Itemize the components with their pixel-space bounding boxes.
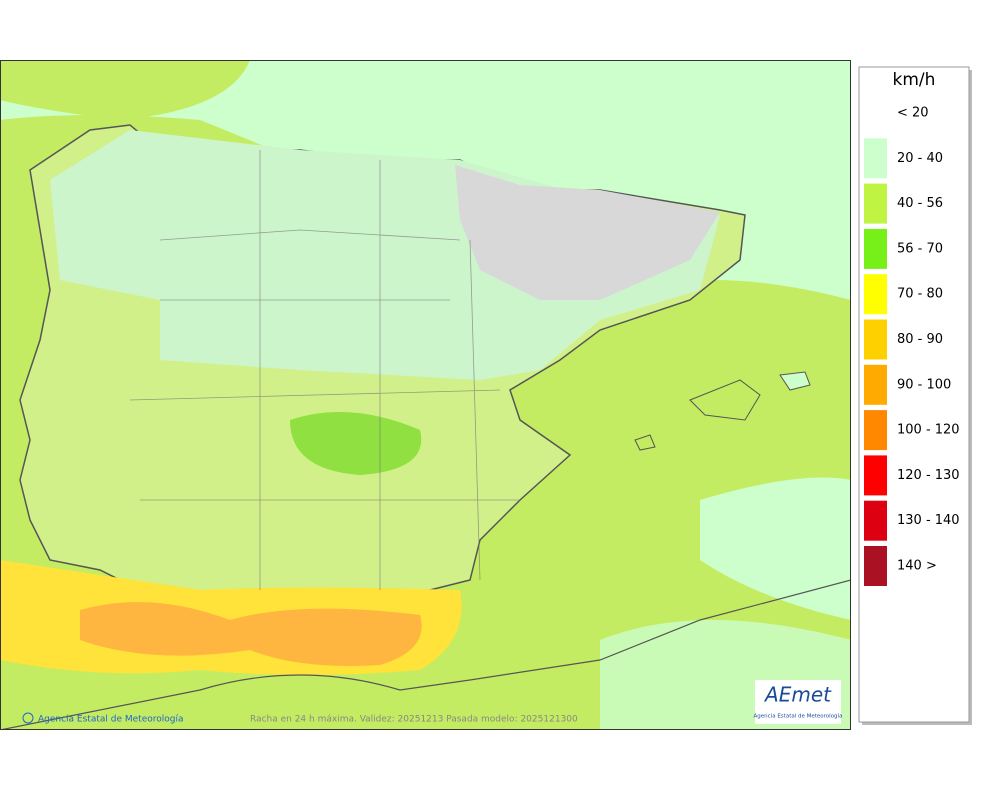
- legend-swatch: [864, 274, 887, 315]
- legend-swatch: [864, 228, 887, 269]
- legend-swatch: [864, 93, 887, 133]
- map-frame: [0, 60, 851, 730]
- legend-label: 80 - 90: [897, 332, 943, 347]
- island: [779, 371, 811, 391]
- legend-swatch: [864, 364, 887, 405]
- map: Agencia Estatal de Meteorología Racha en…: [0, 60, 851, 730]
- legend-swatch: [864, 546, 887, 586]
- legend-label: < 20: [897, 106, 929, 121]
- legend: km/h < 20 20 - 40 40 - 56 56 - 70 70 - 80 80 …: [858, 66, 970, 723]
- legend-swatch: [864, 319, 887, 360]
- legend-label: 70 - 80: [897, 287, 943, 302]
- legend-swatch: [864, 138, 887, 179]
- legend-label: 20 - 40: [897, 151, 943, 166]
- logo-name: AEmet: [763, 683, 832, 707]
- wind-zone: [700, 477, 851, 620]
- legend-swatch: [864, 455, 887, 496]
- legend-label: 90 - 100: [897, 377, 951, 392]
- legend-unit: km/h: [893, 70, 936, 90]
- logo-box: [755, 680, 841, 724]
- copyright-icon: [22, 712, 34, 724]
- borders: [129, 150, 520, 590]
- legend-label: 130 - 140: [897, 513, 960, 528]
- legend-label: 140 >: [897, 559, 937, 574]
- wind-zone: [0, 60, 250, 120]
- legend-swatch: [864, 410, 887, 451]
- copyright: Agencia Estatal de Meteorología: [38, 715, 184, 725]
- legend-label: 40 - 56: [897, 196, 943, 211]
- legend-swatch: [864, 500, 887, 541]
- legend-label: 120 - 130: [897, 468, 960, 483]
- africa-coast: [0, 579, 851, 730]
- legend-label: 100 - 120: [897, 423, 960, 438]
- island: [689, 379, 761, 421]
- wind-zone: [80, 602, 422, 666]
- logo-subtitle: Agencia Estatal de Meteorología: [754, 713, 843, 720]
- pyrenees-relief: [455, 165, 720, 300]
- legend-swatch: [864, 183, 887, 224]
- legend-label: 56 - 70: [897, 241, 943, 256]
- caption: Racha en 24 h máxima. Validez: 20251213 …: [250, 715, 578, 725]
- wind-zone: [290, 412, 422, 475]
- island: [634, 434, 656, 451]
